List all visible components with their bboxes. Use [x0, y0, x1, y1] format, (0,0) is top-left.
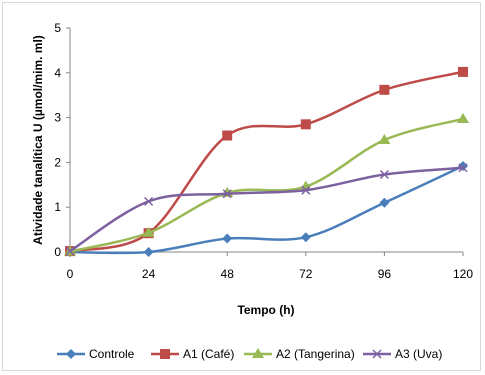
data-point	[379, 84, 390, 95]
data-point	[300, 232, 311, 243]
x-tick-label: 120	[453, 267, 473, 281]
data-point	[222, 189, 232, 199]
y-tick-label: 3	[54, 111, 61, 125]
data-point	[222, 233, 233, 244]
y-tick-label: 4	[54, 66, 61, 80]
y-tick-label: 0	[54, 245, 61, 259]
series-group	[64, 66, 469, 257]
data-point	[458, 66, 468, 77]
x-tick-label: 24	[142, 267, 156, 281]
data-point	[65, 246, 75, 256]
data-point	[144, 196, 154, 206]
data-point	[142, 226, 155, 237]
x-ticks: 0 24 48 72 96 120	[67, 252, 473, 281]
legend-marker	[160, 349, 170, 359]
data-point	[222, 130, 233, 141]
legend-marker	[372, 349, 382, 359]
legend-item: A1 (Café)	[151, 347, 234, 361]
x-tick-label: 96	[378, 267, 392, 281]
data-point	[379, 197, 390, 208]
legend-label: A1 (Café)	[183, 347, 234, 361]
series-3	[65, 163, 468, 256]
legend-marker	[252, 348, 264, 358]
legend-label: Controle	[89, 347, 135, 361]
legend-item: A2 (Tangerina)	[244, 347, 355, 361]
x-tick-label: 0	[67, 267, 74, 281]
axes	[69, 28, 463, 253]
x-tick-label: 48	[221, 267, 235, 281]
legend-marker	[66, 349, 76, 359]
data-point	[457, 112, 469, 123]
data-point	[378, 134, 391, 144]
legend-label: A3 (Uva)	[395, 347, 442, 361]
x-tick-label: 72	[299, 267, 313, 281]
data-point	[301, 185, 311, 195]
legend-label: A2 (Tangerina)	[276, 347, 355, 361]
x-axis-title: Tempo (h)	[237, 303, 294, 317]
data-point	[143, 247, 154, 257]
chart-frame	[2, 2, 481, 371]
data-point	[458, 163, 468, 173]
y-ticks: 0 1 2 3 4 5	[54, 21, 70, 259]
legend: Controle A1 (Café) A2 (Tangerina) A3 (Uva)	[57, 347, 442, 361]
series-2	[64, 112, 469, 256]
y-axis-title: Atividade tanalítica U (µmol/mim. ml)	[31, 35, 45, 245]
legend-item: A3 (Uva)	[363, 347, 442, 361]
series-0	[65, 160, 468, 257]
y-tick-label: 5	[54, 21, 61, 35]
series-1	[65, 66, 468, 257]
legend-item: Controle	[57, 347, 135, 361]
series-line	[69, 166, 464, 253]
series-line	[69, 70, 464, 253]
data-point	[458, 160, 468, 171]
y-tick-label: 2	[54, 155, 61, 169]
y-tick-label: 1	[54, 200, 61, 214]
data-point	[379, 169, 389, 180]
series-line	[69, 117, 464, 253]
data-point	[300, 119, 311, 130]
